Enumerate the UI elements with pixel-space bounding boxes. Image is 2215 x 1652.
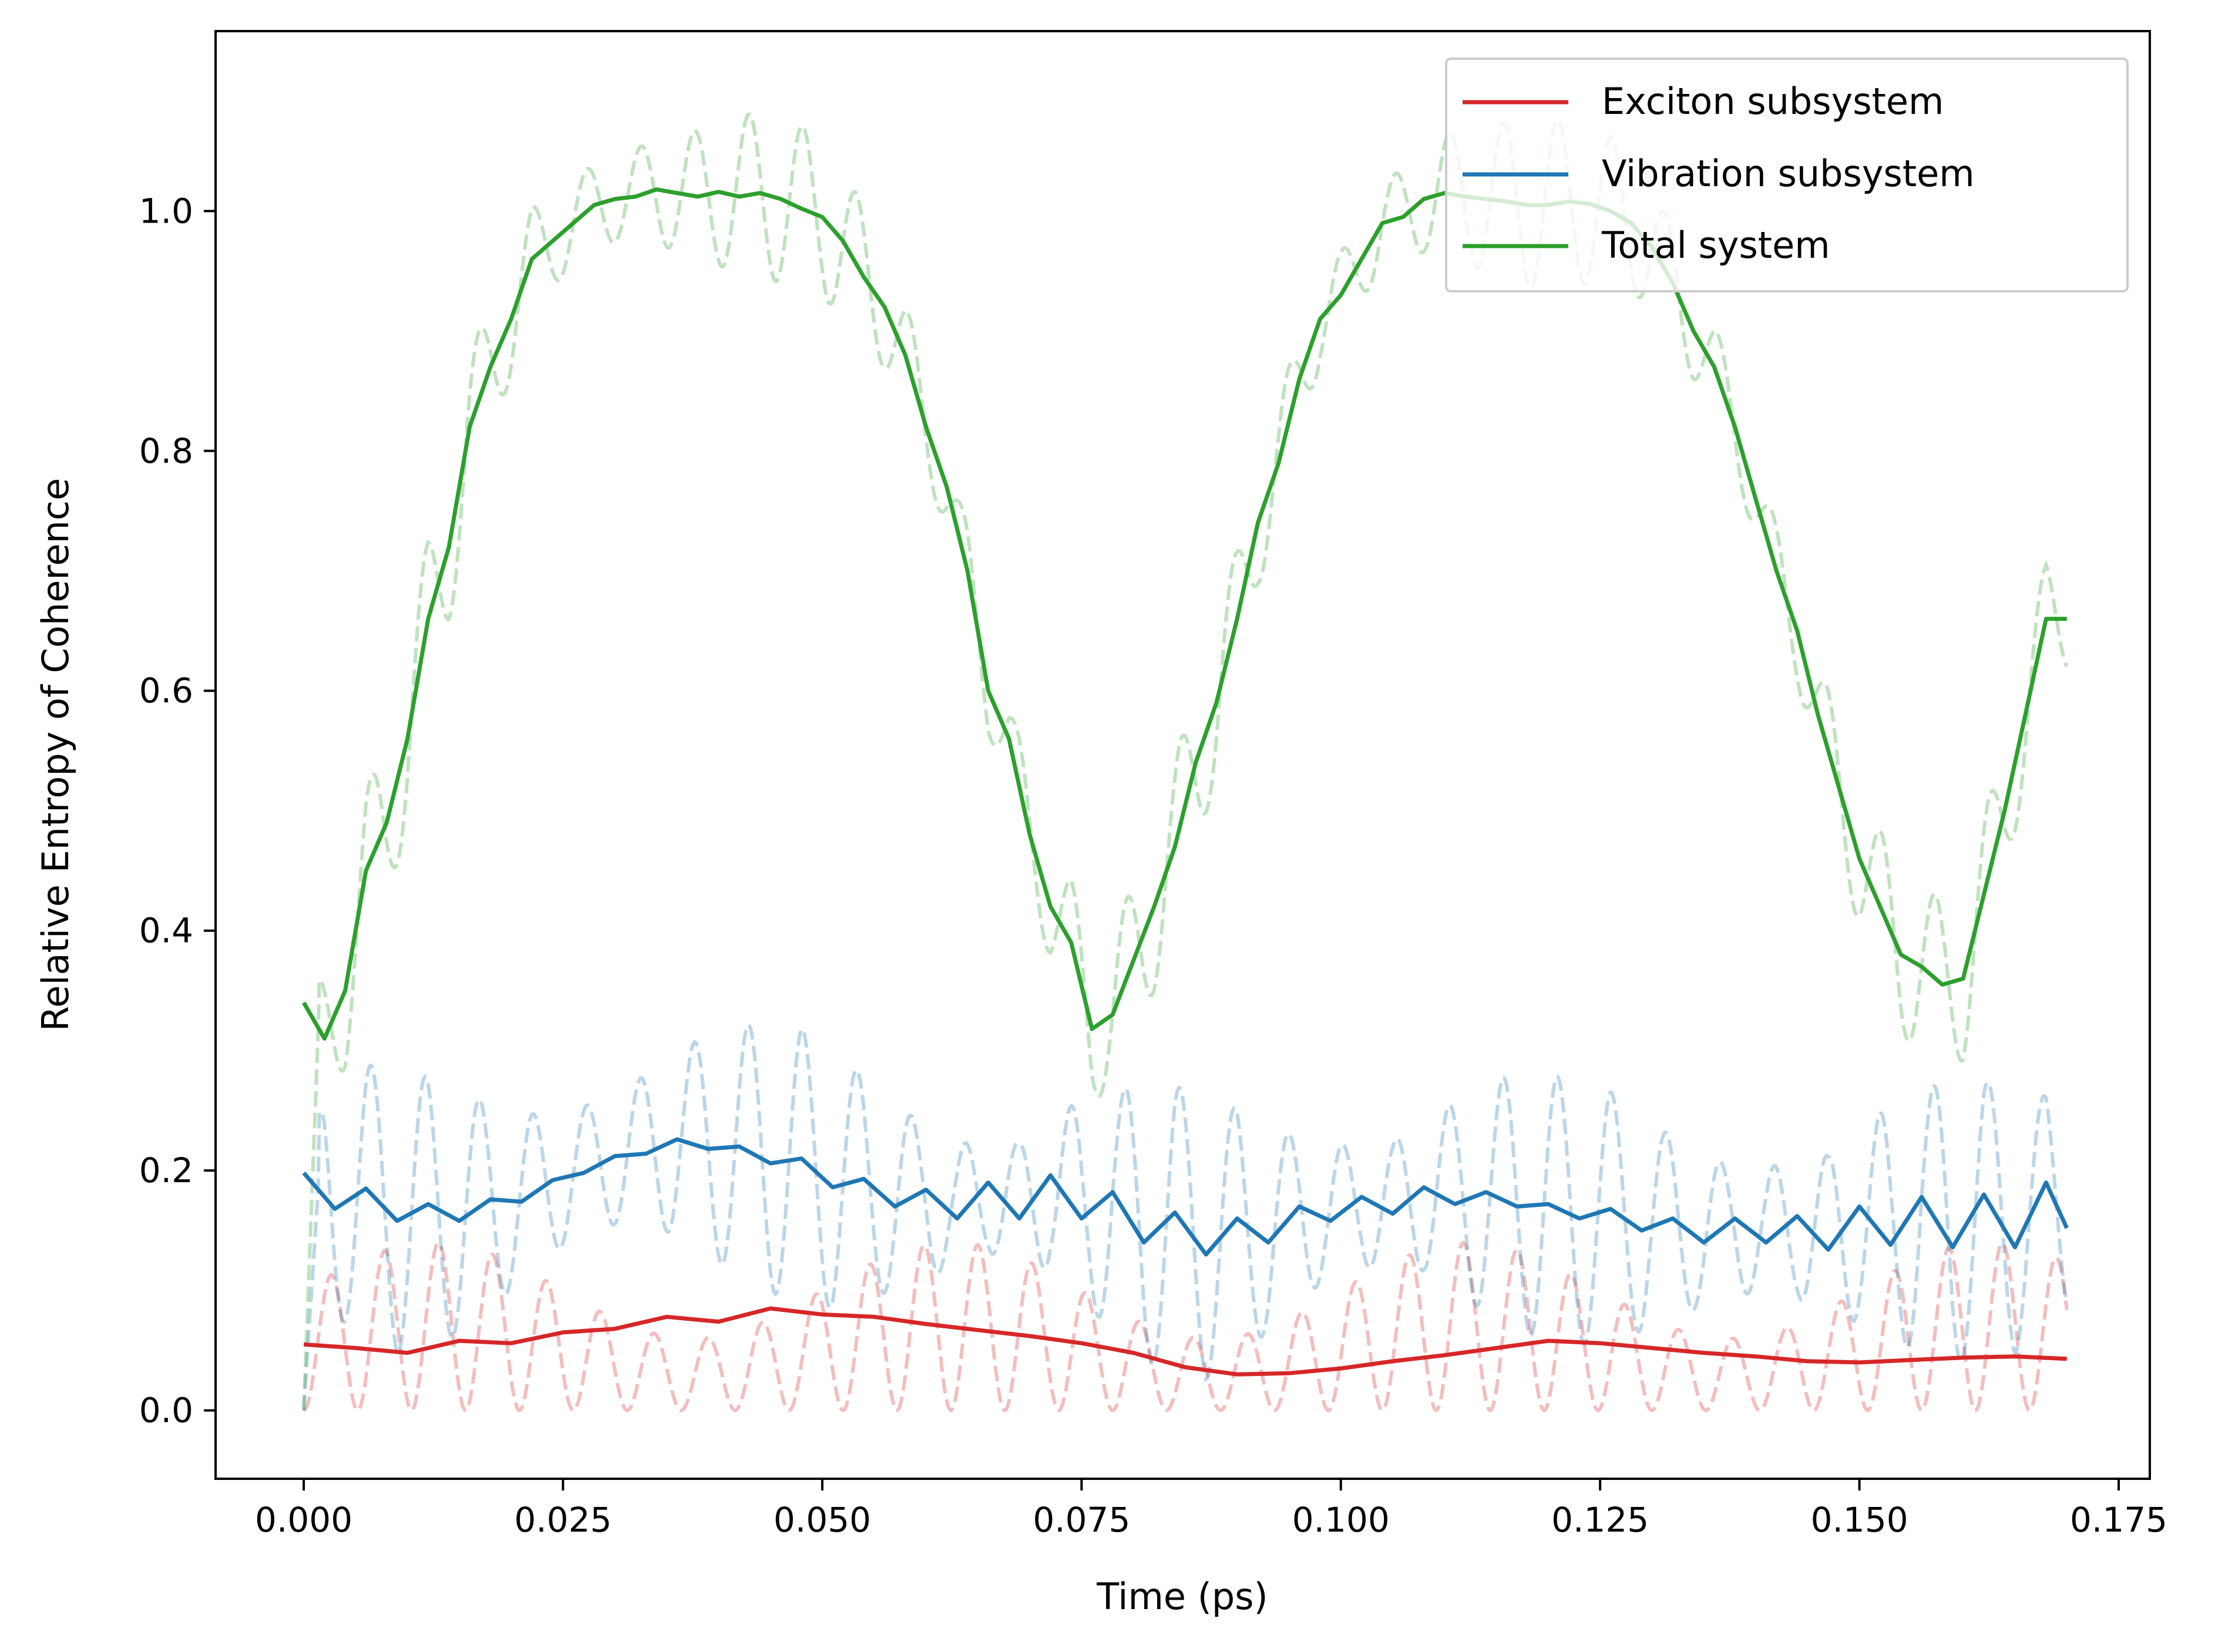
x-tick-label: 0.025 [514, 1500, 611, 1540]
faint-series-layer [302, 112, 2069, 1413]
x-tick-label: 0.050 [774, 1500, 871, 1540]
vibration-raw-dashed-line [302, 1022, 2069, 1411]
x-tick-label: 0.125 [1551, 1500, 1649, 1540]
vibration-series-line [302, 1137, 2069, 1257]
x-axis: 0.000 0.025 0.050 0.075 0.100 0.125 0.150 0.175 [255, 1479, 2167, 1540]
x-tick-label: 0.000 [255, 1500, 352, 1540]
total-series-line [302, 187, 2067, 1041]
x-tick-label: 0.100 [1292, 1500, 1390, 1540]
legend-box [1445, 58, 2129, 292]
y-tick-label: 0.4 [139, 911, 193, 951]
series-layer [302, 187, 2069, 1377]
legend-label-total: Total system [1601, 224, 1830, 267]
x-axis-title: Time (ps) [1096, 1575, 1268, 1618]
x-tick-label: 0.075 [1033, 1500, 1130, 1540]
y-tick-label: 0.8 [139, 431, 193, 471]
y-tick-label: 1.0 [139, 191, 193, 231]
y-tick-label: 0.0 [139, 1391, 193, 1431]
y-tick-label: 0.2 [139, 1150, 193, 1190]
y-axis-title: Relative Entropy of Coherence [34, 478, 77, 1031]
exciton-series-line [303, 1306, 2067, 1377]
y-axis: 0.0 0.2 0.4 0.6 0.8 1.0 [139, 191, 216, 1431]
legend-label-exciton: Exciton subsystem [1602, 80, 1944, 123]
legend-label-vibration: Vibration subsystem [1602, 152, 1975, 195]
y-tick-label: 0.6 [139, 671, 193, 711]
exciton-raw-dashed-line [302, 1240, 2069, 1413]
plot-frame [214, 30, 2151, 1480]
total-raw-dashed-line [302, 112, 2069, 1411]
x-tick-label: 0.175 [2070, 1500, 2167, 1540]
legend: Exciton subsystem Vibration subsystem To… [1445, 58, 2129, 292]
x-tick-label: 0.150 [1811, 1500, 1908, 1540]
